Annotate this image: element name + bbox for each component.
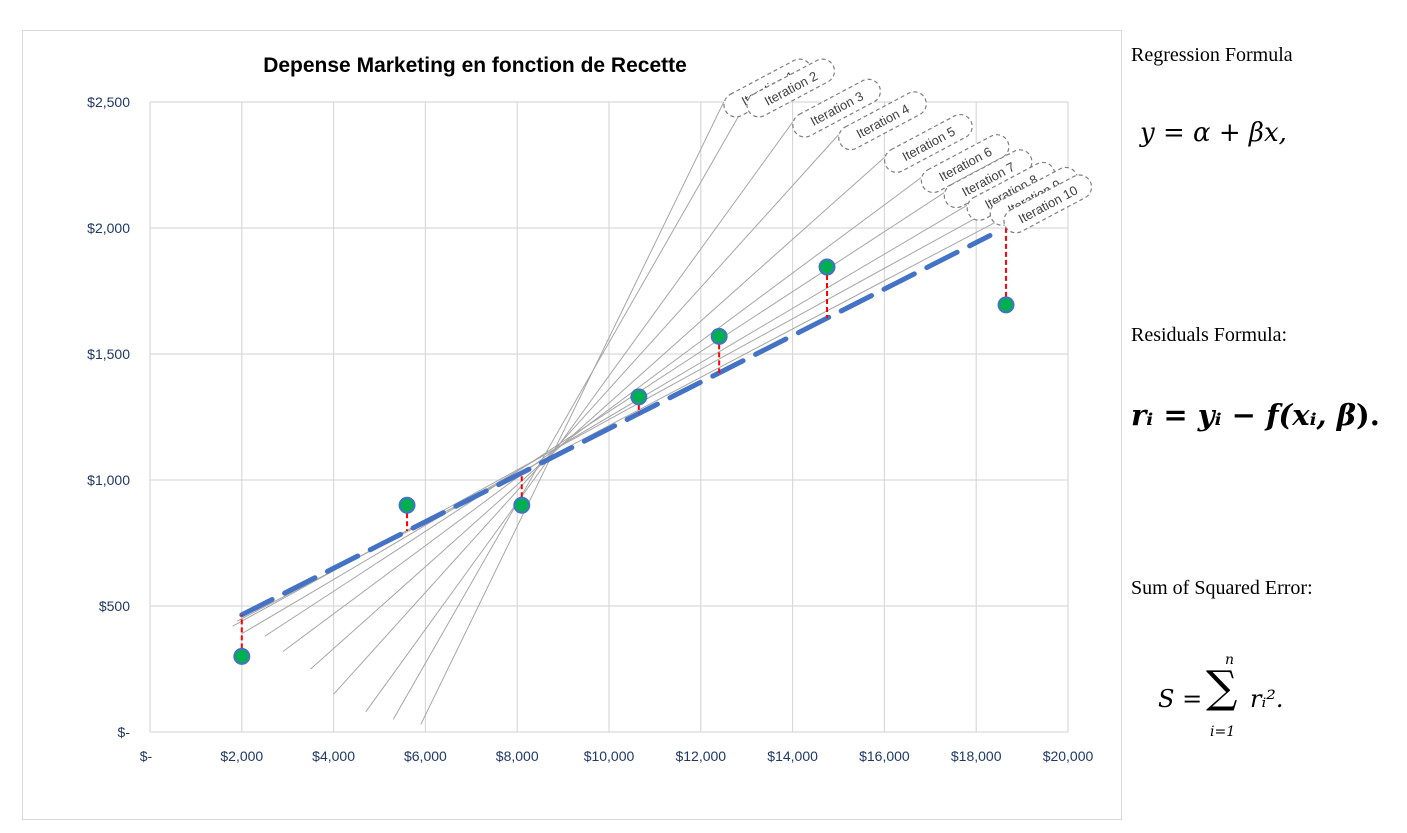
iteration-lines xyxy=(232,101,1004,725)
y-tick-label: $1,500 xyxy=(87,346,130,362)
residual-end: ). xyxy=(1355,398,1380,432)
sse-term: rᵢ². xyxy=(1250,685,1284,713)
x-tick-label: $18,000 xyxy=(951,748,1002,764)
residual-f: f(xᵢ, xyxy=(1266,398,1327,432)
x-tick-label: $4,000 xyxy=(312,748,355,764)
iteration-callout-box xyxy=(1003,174,1093,234)
iteration-callout-box xyxy=(966,161,1056,221)
iteration-line xyxy=(241,204,968,635)
iteration-callout-box xyxy=(943,149,1033,209)
regression-formula: y = α + βx, xyxy=(1140,118,1287,148)
residual-minus: − xyxy=(1231,398,1256,432)
y-tick-label: $2,000 xyxy=(87,220,130,236)
data-point xyxy=(630,388,648,406)
iteration-callout-box xyxy=(746,58,836,118)
sse-lhs: S = xyxy=(1158,685,1203,713)
x-tick-label: $8,000 xyxy=(496,748,539,764)
iteration-callout-box xyxy=(792,78,881,138)
chart-frame xyxy=(22,30,1122,820)
data-point xyxy=(818,258,836,276)
residual-y: yᵢ xyxy=(1197,398,1222,432)
y-tick-label: $2,500 xyxy=(87,94,130,110)
fitted-line-layer xyxy=(239,233,993,618)
data-point xyxy=(997,296,1015,314)
residuals-formula-label: Residuals Formula: xyxy=(1131,324,1288,346)
iteration-callout-box xyxy=(920,134,1010,194)
iteration-line xyxy=(310,157,885,670)
regression-formula-label: Regression Formula xyxy=(1131,44,1293,66)
residuals-formula: rᵢ = yᵢ − f(xᵢ, β). xyxy=(1131,398,1380,432)
x-tick-label: $6,000 xyxy=(404,748,447,764)
regression-y: y xyxy=(1140,118,1155,148)
iteration-callout-box xyxy=(838,91,927,151)
x-tick-label: $20,000 xyxy=(1043,748,1094,764)
data-point xyxy=(398,496,416,514)
x-tick-label: $2,000 xyxy=(220,748,263,764)
regression-plus: + xyxy=(1218,118,1241,148)
regression-eq: = xyxy=(1162,118,1185,148)
sse-formula: S = n ∑ i=1 rᵢ². xyxy=(1158,652,1358,752)
x-tick-label: $12,000 xyxy=(675,748,726,764)
iteration-line xyxy=(282,177,922,652)
sse-upper-limit: n xyxy=(1225,652,1235,668)
residuals xyxy=(240,227,1008,657)
chart-title: Depense Marketing en fonction de Recette xyxy=(263,54,687,77)
regression-alpha: α xyxy=(1193,118,1211,148)
residual-r: rᵢ xyxy=(1131,398,1154,432)
sse-lower-limit: i=1 xyxy=(1210,724,1236,740)
formulas-panel: Regression Formula y = α + βx, Residuals… xyxy=(1128,0,1407,833)
x-tick-label: $14,000 xyxy=(767,748,818,764)
tick-labels: $- $2,000 $4,000 $6,000 $8,000 $10,000 $12,000… xyxy=(87,94,1093,764)
x-tick-label: $- xyxy=(140,748,153,764)
sigma-symbol: ∑ xyxy=(1206,662,1238,713)
sse-formula-label: Sum of Squared Error: xyxy=(1131,577,1313,599)
data-point xyxy=(513,496,531,514)
iteration-line xyxy=(333,134,839,695)
iteration-callout-box xyxy=(884,113,973,173)
iteration-line xyxy=(392,101,748,720)
residual-beta: β xyxy=(1336,398,1356,432)
y-tick-label: $- xyxy=(118,724,131,740)
y-tick-label: $500 xyxy=(99,598,130,614)
data-point xyxy=(233,647,251,665)
iteration-line xyxy=(365,121,794,713)
iteration-line xyxy=(236,217,1004,622)
x-tick-label: $16,000 xyxy=(859,748,910,764)
regression-beta: βx, xyxy=(1248,118,1287,148)
iteration-line xyxy=(264,192,945,637)
fitted-regression-line xyxy=(239,233,993,618)
data-point xyxy=(710,327,728,345)
x-tick-label: $10,000 xyxy=(584,748,635,764)
data-points xyxy=(233,258,1015,665)
y-tick-label: $1,000 xyxy=(87,472,130,488)
iteration-line xyxy=(420,101,725,725)
residual-eq: = xyxy=(1163,398,1188,432)
